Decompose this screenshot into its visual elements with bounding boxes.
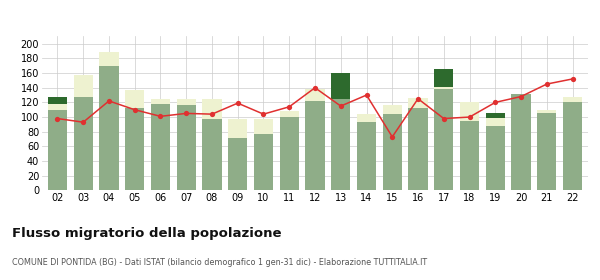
Bar: [511, 94, 530, 190]
Bar: [100, 66, 119, 190]
Bar: [176, 99, 196, 105]
Bar: [434, 69, 454, 87]
Bar: [280, 111, 299, 117]
Bar: [202, 118, 221, 190]
Bar: [48, 104, 67, 110]
Bar: [125, 90, 145, 108]
Bar: [176, 105, 196, 190]
Bar: [383, 105, 402, 114]
Text: Flusso migratorio della popolazione: Flusso migratorio della popolazione: [12, 227, 281, 240]
Bar: [434, 89, 454, 190]
Text: COMUNE DI PONTIDA (BG) - Dati ISTAT (bilancio demografico 1 gen-31 dic) - Elabor: COMUNE DI PONTIDA (BG) - Dati ISTAT (bil…: [12, 258, 427, 267]
Bar: [228, 119, 247, 137]
Bar: [151, 99, 170, 104]
Bar: [434, 87, 454, 89]
Bar: [409, 98, 428, 108]
Bar: [563, 102, 582, 190]
Bar: [563, 97, 582, 102]
Bar: [409, 108, 428, 190]
Bar: [537, 113, 556, 190]
Bar: [305, 89, 325, 101]
Bar: [357, 122, 376, 190]
Bar: [125, 108, 145, 190]
Bar: [254, 119, 273, 134]
Bar: [228, 137, 247, 190]
Bar: [331, 73, 350, 99]
Bar: [48, 97, 67, 104]
Bar: [357, 114, 376, 122]
Bar: [383, 114, 402, 190]
Bar: [280, 117, 299, 190]
Bar: [331, 99, 350, 190]
Bar: [74, 97, 93, 190]
Bar: [305, 101, 325, 190]
Bar: [48, 110, 67, 190]
Bar: [100, 52, 119, 66]
Bar: [460, 102, 479, 121]
Bar: [202, 99, 221, 118]
Bar: [485, 113, 505, 118]
Bar: [151, 104, 170, 190]
Bar: [254, 134, 273, 190]
Bar: [485, 118, 505, 126]
Bar: [485, 126, 505, 190]
Bar: [460, 121, 479, 190]
Bar: [537, 111, 556, 113]
Bar: [74, 74, 93, 97]
